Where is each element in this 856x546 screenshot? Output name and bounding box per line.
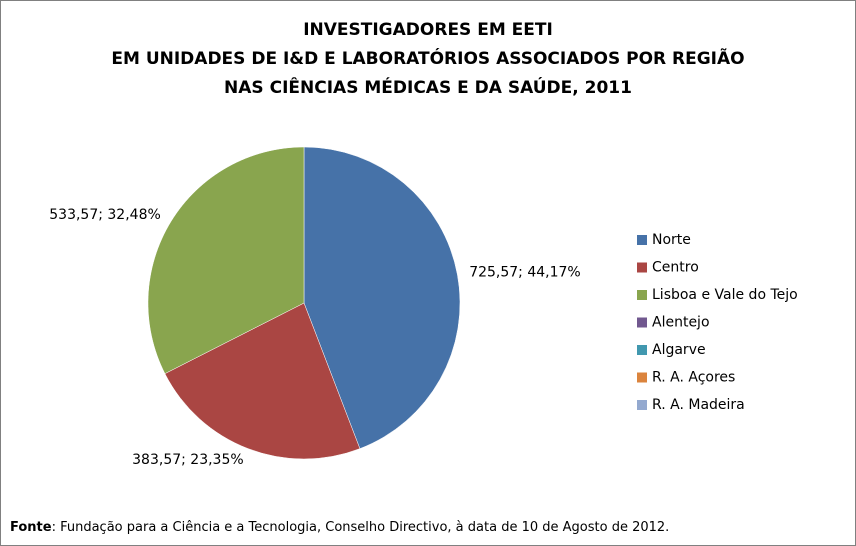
- pie-slice: [303, 146, 461, 449]
- legend-swatch: [637, 290, 647, 300]
- legend-label: R. A. Açores: [652, 370, 735, 386]
- legend-swatch: [637, 235, 647, 245]
- source-text: : Fundação para a Ciência e a Tecnologia…: [52, 520, 670, 535]
- legend-label: Algarve: [652, 342, 706, 358]
- chart-title: INVESTIGADORES EM EETI: [303, 20, 553, 40]
- legend-swatch: [637, 400, 647, 410]
- data-label: 725,57; 44,17%: [469, 264, 581, 280]
- pie-slice: [147, 146, 305, 374]
- chart-title: NAS CIÊNCIAS MÉDICAS E DA SAÚDE, 2011: [224, 76, 632, 98]
- data-label: 383,57; 23,35%: [132, 452, 244, 468]
- legend-label: Alentejo: [652, 315, 710, 331]
- legend-label: Centro: [652, 260, 699, 276]
- source-label: Fonte: [10, 520, 52, 535]
- legend-label: Lisboa e Vale do Tejo: [652, 287, 798, 303]
- data-label: 533,57; 32,48%: [49, 207, 161, 223]
- pie-slice: [164, 302, 361, 460]
- chart-title: EM UNIDADES DE I&D E LABORATÓRIOS ASSOCI…: [111, 46, 744, 69]
- source-note: Fonte: Fundação para a Ciência e a Tecno…: [10, 520, 669, 535]
- legend-swatch: [637, 317, 647, 328]
- legend-swatch: [637, 345, 647, 355]
- legend-label: Norte: [652, 232, 691, 248]
- legend-label: R. A. Madeira: [652, 397, 745, 413]
- legend-swatch: [637, 372, 647, 383]
- legend-swatch: [637, 262, 647, 273]
